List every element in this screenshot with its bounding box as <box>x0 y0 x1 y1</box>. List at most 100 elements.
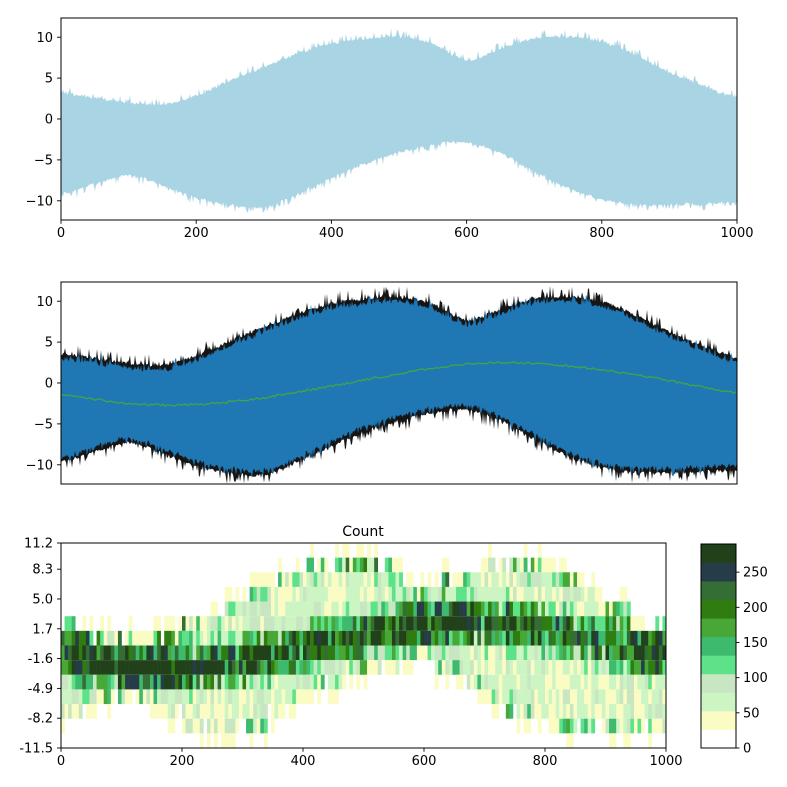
heatmap-cell <box>594 660 599 675</box>
heatmap-cell <box>594 645 599 661</box>
heatmap-cell <box>359 645 364 661</box>
heatmap-cell <box>206 704 211 719</box>
heatmap-cell <box>253 630 258 646</box>
heatmap-cell <box>534 601 539 617</box>
colorbar-segment <box>701 710 736 730</box>
heatmap-cell <box>527 689 532 705</box>
heatmap-cell <box>345 630 350 646</box>
heatmap-cell <box>566 645 571 661</box>
heatmap-cell <box>274 601 279 617</box>
heatmap-cell <box>548 718 553 734</box>
heatmap-cell <box>648 630 653 646</box>
heatmap-cell <box>64 674 69 690</box>
heatmap-cell <box>512 557 517 573</box>
heatmap-cell <box>64 689 69 705</box>
heatmap-cell <box>281 601 286 617</box>
heatmap-cell <box>82 689 87 705</box>
heatmap-cell <box>605 630 610 646</box>
heatmap-cell <box>75 630 80 646</box>
heatmap-cell <box>409 630 414 646</box>
heatmap-cell <box>470 616 475 631</box>
heatmap-cell <box>206 733 211 748</box>
heatmap-cell <box>327 616 332 631</box>
heatmap-cell <box>189 689 193 705</box>
heatmap-cell <box>541 616 546 631</box>
heatmap-cell <box>441 630 446 646</box>
heatmap-cell <box>313 660 318 675</box>
heatmap-cell <box>313 630 318 646</box>
heatmap-cell <box>569 704 574 719</box>
heatmap-cell <box>342 630 347 646</box>
heatmap-cell <box>477 586 482 602</box>
heatmap-cell <box>541 586 546 602</box>
heatmap-cell <box>171 616 176 631</box>
heatmap-cell <box>623 733 628 748</box>
heatmap-cell <box>470 572 475 587</box>
heatmap-cell <box>480 630 485 646</box>
heatmap-cell <box>359 616 364 631</box>
heatmap-cell <box>274 616 279 631</box>
heatmap-cell <box>456 586 460 602</box>
heatmap-cell <box>445 660 450 675</box>
heatmap-cell <box>210 601 215 617</box>
heatmap-cell <box>270 704 275 719</box>
heatmap-cell <box>616 674 621 690</box>
heatmap-cell <box>246 601 250 617</box>
heatmap-cell <box>270 572 275 587</box>
heatmap-cell <box>93 660 97 675</box>
heatmap-cell <box>64 645 69 661</box>
heatmap-cell <box>78 704 83 719</box>
heatmap-cell <box>456 660 460 675</box>
heatmap-cell <box>395 660 400 675</box>
heatmap-cell <box>470 674 475 690</box>
heatmap-cell <box>178 674 183 690</box>
heatmap-cell <box>623 630 628 646</box>
heatmap-cell <box>577 586 581 602</box>
heatmap-cell <box>512 674 517 690</box>
heatmap-cell <box>367 630 371 646</box>
heatmap-cell <box>644 660 649 675</box>
heatmap-cell <box>238 660 243 675</box>
heatmap-cell <box>117 660 122 675</box>
heatmap-cell <box>384 601 389 617</box>
y-tick-label: 10 <box>36 31 53 46</box>
heatmap-cell <box>103 660 108 675</box>
heatmap-cell <box>363 572 368 587</box>
heatmap-cell <box>221 704 226 719</box>
heatmap-cell <box>384 586 389 602</box>
y-tick-label: 5 <box>45 72 53 87</box>
heatmap-cell <box>231 601 236 617</box>
heatmap-cell <box>452 645 457 661</box>
heatmap-cell <box>221 630 226 646</box>
heatmap-cell <box>199 704 204 719</box>
heatmap-cell <box>424 586 428 602</box>
heatmap-cell <box>641 616 645 631</box>
heatmap-cell <box>78 630 83 646</box>
heatmap-cell <box>242 645 247 661</box>
heatmap-cell <box>495 630 500 646</box>
heatmap-cell <box>612 718 617 734</box>
heatmap-cell <box>555 689 560 705</box>
heatmap-cell <box>238 601 243 617</box>
heatmap-cell <box>381 572 386 587</box>
heatmap-cell <box>327 572 332 587</box>
heatmap-cell <box>128 616 133 631</box>
heatmap-cell <box>249 733 254 748</box>
heatmap-cell <box>199 689 204 705</box>
heatmap-cell <box>452 586 457 602</box>
heatmap-cell <box>167 674 172 690</box>
heatmap-cell <box>559 645 564 661</box>
colorbar-tick-label: 150 <box>743 636 768 651</box>
heatmap-cell <box>107 645 112 661</box>
heatmap-cell <box>349 660 354 675</box>
heatmap-cell <box>267 601 272 617</box>
heatmap-cell <box>566 630 571 646</box>
heatmap-cell <box>374 572 379 587</box>
heatmap-cell <box>246 660 250 675</box>
heatmap-cell <box>662 718 667 734</box>
y-tick-label: 11.2 <box>24 537 53 552</box>
heatmap-cell <box>598 601 603 617</box>
heatmap-cell <box>573 718 578 734</box>
heatmap-cell <box>516 616 521 631</box>
heatmap-cell <box>128 660 133 675</box>
